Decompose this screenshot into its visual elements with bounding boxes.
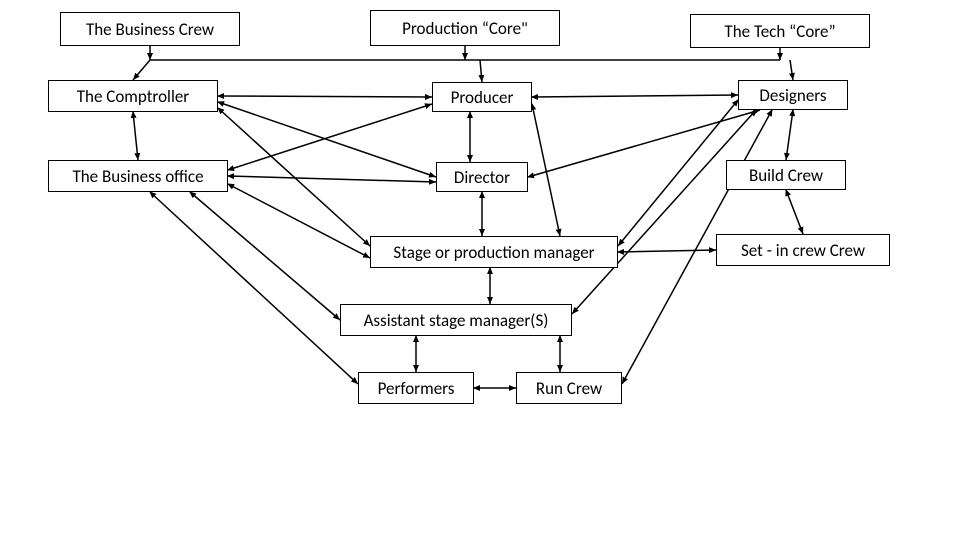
node-spm: Stage or production manager: [370, 236, 618, 268]
label: Performers: [378, 378, 455, 399]
node-run-crew: Run Crew: [516, 372, 622, 404]
label: Build Crew: [749, 165, 823, 186]
label: The Business Crew: [86, 19, 214, 40]
node-setin-crew: Set - in crew Crew: [716, 234, 890, 266]
node-build-crew: Build Crew: [726, 160, 846, 190]
node-director: Director: [436, 162, 528, 192]
node-comptroller: The Comptroller: [48, 80, 218, 112]
label: The Comptroller: [77, 86, 189, 107]
label: Director: [454, 167, 510, 188]
node-asm: Assistant stage manager(S): [340, 304, 572, 336]
node-producer: Producer: [432, 82, 532, 112]
node-business-crew: The Business Crew: [60, 12, 240, 46]
label: Stage or production manager: [393, 242, 594, 263]
label: Producer: [451, 87, 514, 108]
node-production-core: Production “Core": [370, 10, 560, 46]
node-tech-core: The Tech “Core”: [690, 14, 870, 48]
label: Production “Core": [402, 18, 528, 39]
label: Assistant stage manager(S): [364, 310, 549, 331]
node-designers: Designers: [738, 80, 848, 110]
label: The Tech “Core”: [724, 21, 835, 42]
label: Run Crew: [536, 378, 602, 399]
label: Designers: [759, 85, 826, 106]
node-business-office: The Business office: [48, 160, 228, 192]
label: The Business office: [72, 166, 203, 187]
node-performers: Performers: [358, 372, 474, 404]
label: Set - in crew Crew: [741, 240, 865, 261]
